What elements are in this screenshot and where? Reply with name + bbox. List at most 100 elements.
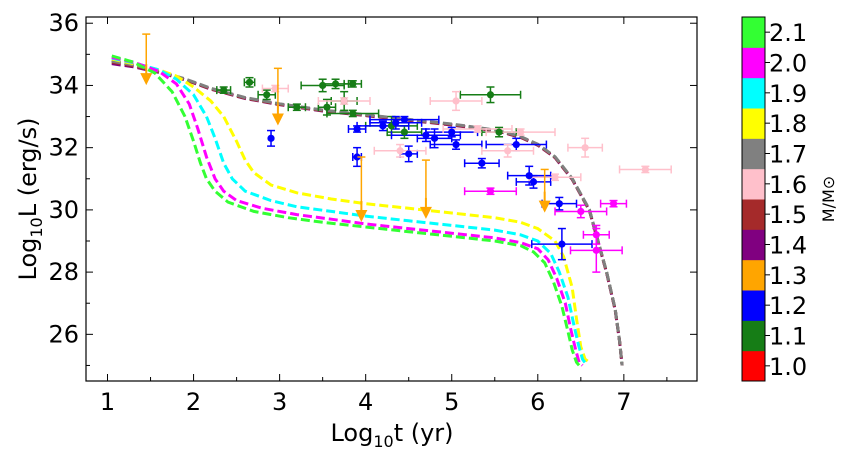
- x-tick-label-0: 1: [100, 388, 115, 416]
- curve-1-1: [111, 59, 624, 366]
- plot-frame: [85, 16, 698, 382]
- y-tick-label-1: 28: [48, 258, 79, 286]
- x-axis-label: Log10t (yr): [330, 419, 453, 451]
- data-point-3: [293, 103, 301, 111]
- data-point-11: [400, 128, 409, 136]
- y-axis-label-sub: 10: [27, 217, 46, 237]
- data-point-35: [473, 125, 482, 133]
- colorbar-title: M/M⊙: [819, 176, 838, 222]
- data-point-38: [581, 144, 589, 152]
- data-point-40: [641, 165, 649, 174]
- data-point-22: [430, 134, 439, 142]
- data-point-25: [478, 159, 486, 167]
- data-point-20: [405, 150, 413, 158]
- colorbar-frame: [741, 16, 766, 382]
- data-point-43: [609, 200, 618, 208]
- y-tick-label-0: 26: [48, 320, 79, 348]
- colorbar-swatch-1-0: [742, 350, 765, 382]
- data-point-29: [555, 200, 563, 208]
- data-point-33: [396, 147, 404, 155]
- colorbar-swatch-1-6: [742, 168, 765, 200]
- data-point-14: [267, 134, 275, 142]
- colorbar-label-2-1: 2.1: [769, 19, 807, 47]
- data-points: [220, 78, 649, 254]
- data-point-12: [486, 91, 495, 99]
- curve-1-9: [111, 56, 588, 365]
- data-point-28: [529, 178, 538, 186]
- data-point-0: [220, 86, 228, 94]
- colorbar: 1.01.1 1.21.31.4 1.51.61.7 1.81.92.0 2.1: [741, 16, 807, 382]
- y-tick-label-2: 30: [48, 196, 79, 224]
- colorbar-swatch-1-2: [742, 290, 765, 321]
- y-tick-label-3: 32: [48, 134, 79, 162]
- y-axis-label-rest: L (erg/s): [14, 118, 42, 218]
- data-point-16: [353, 153, 361, 161]
- curve-1-7: [111, 59, 624, 366]
- colorbar-swatch-1-1: [742, 320, 765, 352]
- colorbar-label-1-1: 1.1: [769, 323, 807, 351]
- data-point-31: [271, 84, 279, 93]
- data-point-1: [245, 78, 254, 86]
- axis-ticks: [86, 17, 697, 381]
- colorbar-label-1-2: 1.2: [769, 292, 807, 320]
- x-tick-label-4: 5: [444, 388, 459, 416]
- limit-arrow-1: [271, 113, 284, 126]
- data-point-34: [452, 97, 460, 105]
- data-point-2: [263, 91, 271, 99]
- curve-1-8: [111, 57, 591, 364]
- upper-limit-arrows: [140, 33, 551, 222]
- data-point-41: [486, 187, 495, 195]
- limit-arrow-4: [538, 200, 551, 213]
- y-tick-label-5: 36: [48, 9, 79, 37]
- data-point-24: [448, 128, 456, 136]
- data-point-45: [592, 246, 600, 254]
- x-tick-label-3: 4: [358, 388, 373, 416]
- data-point-8: [349, 80, 357, 88]
- colorbar-label-1-4: 1.4: [769, 232, 807, 260]
- data-point-39: [551, 173, 559, 181]
- curve-1-5: [111, 60, 624, 366]
- y-tick-label-4: 34: [48, 71, 79, 99]
- colorbar-swatch-1-5: [742, 199, 765, 230]
- curve-1-4: [111, 62, 624, 366]
- colorbar-swatch-1-9: [742, 77, 765, 109]
- limit-arrow-2: [355, 210, 368, 222]
- data-point-23: [452, 140, 460, 149]
- data-point-27: [525, 172, 533, 180]
- data-errorbars: [216, 76, 672, 273]
- data-point-44: [592, 231, 600, 239]
- data-point-6: [331, 80, 340, 88]
- x-tick-label-2: 3: [272, 388, 287, 416]
- x-axis-label-sub: 10: [373, 432, 393, 451]
- colorbar-swatch-1-8: [742, 108, 765, 139]
- data-point-21: [422, 131, 430, 139]
- x-tick-label-5: 6: [530, 388, 545, 416]
- limit-arrow-0: [140, 73, 153, 86]
- data-point-26: [512, 140, 520, 149]
- limit-arrow-3: [419, 206, 432, 219]
- data-point-4: [319, 81, 327, 90]
- colorbar-label-2-0: 2.0: [769, 50, 807, 78]
- colorbar-swatch-1-3: [742, 259, 765, 291]
- data-point-37: [504, 147, 512, 155]
- data-point-18: [392, 119, 400, 127]
- colorbar-swatch-2-1: [742, 17, 765, 48]
- colorbar-swatch-1-4: [742, 229, 765, 261]
- data-point-13: [495, 128, 503, 136]
- colorbar-label-1-6: 1.6: [769, 171, 807, 199]
- data-point-5: [323, 103, 331, 111]
- data-point-32: [340, 97, 348, 105]
- colorbar-label-1-5: 1.5: [769, 201, 807, 229]
- data-point-36: [516, 128, 525, 136]
- colorbar-swatch-1-7: [742, 138, 765, 170]
- data-point-9: [349, 109, 357, 118]
- data-point-19: [400, 116, 409, 124]
- data-point-30: [558, 240, 566, 248]
- curve-2-1: [111, 54, 581, 367]
- colorbar-label-1-0: 1.0: [769, 353, 807, 381]
- curve-2-0: [111, 55, 584, 367]
- colorbar-label-1-8: 1.8: [769, 110, 807, 138]
- data-point-42: [577, 207, 585, 216]
